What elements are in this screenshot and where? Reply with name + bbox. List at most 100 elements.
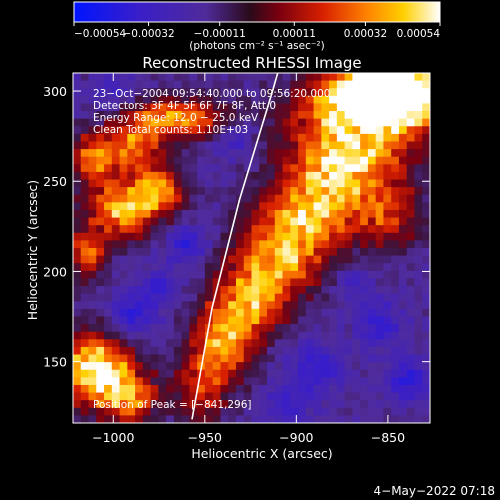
heatmap-cell [290, 392, 299, 401]
heatmap-cell [259, 384, 268, 393]
heatmap-cell [398, 225, 408, 234]
heatmap-cell [142, 156, 152, 165]
heatmap-cell [96, 171, 105, 180]
heatmap-cell [329, 324, 338, 333]
heatmap-cell [73, 133, 82, 142]
heatmap-cell [127, 202, 136, 211]
heatmap-cell [259, 407, 268, 416]
heatmap-cell [88, 194, 97, 203]
heatmap-cell [321, 278, 330, 287]
heatmap-cell [290, 270, 299, 279]
heatmap-cell [313, 164, 322, 173]
heatmap-cell [243, 308, 252, 317]
heatmap-cell [204, 346, 214, 355]
heatmap-cell [80, 126, 89, 135]
heatmap-cell [88, 324, 97, 333]
heatmap-cell [406, 308, 415, 317]
heatmap-cell [313, 331, 322, 340]
y-axis-label: Heliocentric Y (arcsec) [25, 180, 40, 320]
heatmap-cell [204, 377, 214, 386]
heatmap-cell [150, 346, 159, 355]
heatmap-cell [251, 286, 260, 295]
heatmap-cell [158, 179, 167, 188]
heatmap-cell [298, 103, 307, 112]
heatmap-cell [189, 331, 198, 340]
heatmap-cell [96, 324, 105, 333]
heatmap-cell [104, 164, 113, 173]
heatmap-cell [267, 278, 276, 287]
heatmap-cell [189, 400, 198, 409]
heatmap-cell [189, 80, 198, 89]
heatmap-cell [235, 339, 245, 348]
heatmap-cell [166, 362, 175, 371]
heatmap-cell [204, 88, 214, 97]
heatmap-cell [80, 270, 89, 279]
heatmap-cell [259, 362, 268, 371]
heatmap-cell [88, 164, 97, 173]
heatmap-cell [235, 392, 245, 401]
heatmap-cell [336, 286, 346, 295]
heatmap-cell [166, 301, 175, 310]
heatmap-cell [391, 377, 400, 386]
heatmap-cell [158, 126, 167, 135]
heatmap-cell [360, 407, 369, 416]
heatmap-cell [422, 301, 430, 310]
heatmap-cell [111, 179, 120, 188]
heatmap-cell [235, 324, 245, 333]
heatmap-cell [127, 301, 136, 310]
heatmap-cell [73, 217, 82, 226]
heatmap-cell [290, 95, 299, 104]
heatmap-cell [398, 194, 408, 203]
heatmap-cell [367, 209, 377, 218]
heatmap-cell [73, 316, 82, 325]
heatmap-cell [282, 179, 291, 188]
heatmap-cell [111, 286, 120, 295]
heatmap-cell [73, 73, 82, 82]
heatmap-cell [282, 377, 291, 386]
heatmap-cell [274, 111, 283, 120]
heatmap-cell [104, 301, 113, 310]
heatmap-cell [189, 255, 198, 264]
heatmap-cell [228, 293, 237, 302]
heatmap-cell [243, 255, 252, 264]
plot-frame [72, 72, 431, 424]
heatmap-cell [336, 293, 346, 302]
heatmap-cell [173, 316, 183, 325]
heatmap-cell [329, 179, 338, 188]
heatmap-cell [96, 286, 105, 295]
heatmap-cell [220, 286, 229, 295]
heatmap-cell [173, 80, 183, 89]
heatmap-cell [329, 248, 338, 257]
heatmap-cell [298, 126, 307, 135]
heatmap-cell [189, 164, 198, 173]
heatmap-cell [329, 293, 338, 302]
heatmap-cell [267, 263, 276, 272]
heatmap-cell [406, 149, 415, 158]
heatmap-cell [414, 415, 423, 423]
heatmap-cell [80, 308, 89, 317]
heatmap-cell [111, 354, 120, 363]
heatmap-cell [352, 194, 361, 203]
heatmap-cell [135, 354, 144, 363]
heatmap-cell [88, 354, 97, 363]
heatmap-cell [321, 179, 330, 188]
heatmap-cell [189, 149, 198, 158]
heatmap-cell [329, 339, 338, 348]
heatmap-cell [259, 73, 268, 82]
heatmap-cell [329, 95, 338, 104]
heatmap-cell [398, 278, 408, 287]
heatmap-cell [197, 80, 206, 89]
heatmap-cell [383, 286, 392, 295]
heatmap-cell [220, 118, 229, 127]
heatmap-cell [73, 232, 82, 241]
heatmap-cell [259, 171, 268, 180]
heatmap-cell [220, 324, 229, 333]
heatmap-cell [298, 232, 307, 241]
heatmap-cell [80, 141, 89, 150]
heatmap-cell [321, 194, 330, 203]
heatmap-cell [406, 354, 415, 363]
heatmap-cell [267, 126, 276, 135]
heatmap-cell [414, 377, 423, 386]
heatmap-cell [352, 103, 361, 112]
